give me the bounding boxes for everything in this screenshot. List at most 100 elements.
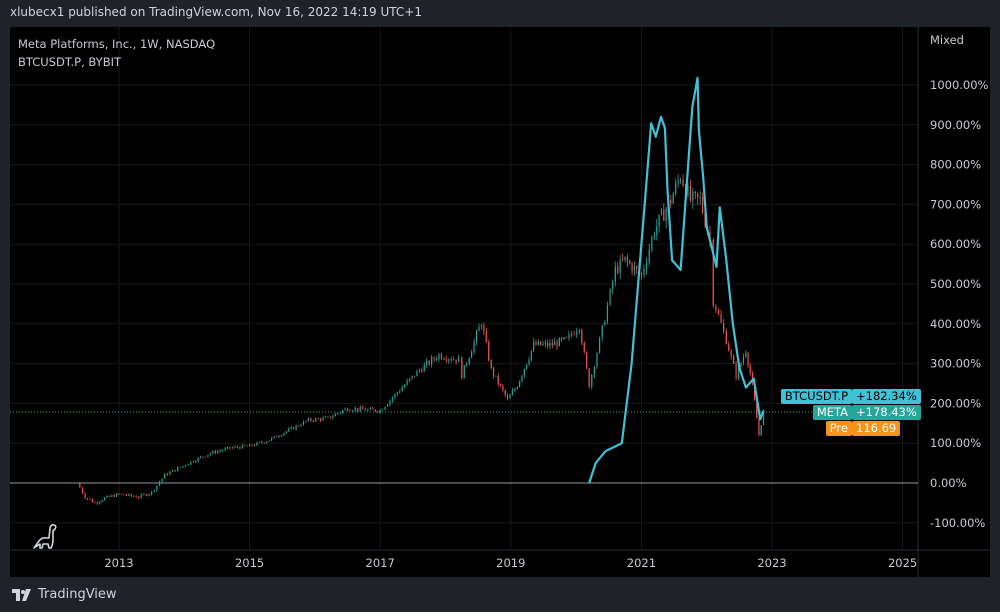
meta-candle xyxy=(190,461,192,465)
meta-candle xyxy=(751,373,754,383)
meta-candle xyxy=(268,440,270,442)
meta-candle xyxy=(614,266,616,282)
meta-candle xyxy=(665,209,667,221)
meta-candle xyxy=(593,366,595,375)
meta-candle xyxy=(86,498,89,500)
legend-meta[interactable]: Meta Platforms, Inc., 1W, NASDAQ xyxy=(18,37,216,51)
meta-candle xyxy=(606,305,609,323)
meta-candle xyxy=(660,209,663,215)
meta-candle xyxy=(369,408,372,410)
meta-candle xyxy=(192,461,194,463)
meta-candle xyxy=(209,453,212,455)
meta-candle xyxy=(275,436,278,438)
meta-candle xyxy=(745,352,747,357)
meta-candle xyxy=(346,408,349,411)
meta-candle xyxy=(406,380,408,385)
meta-candle xyxy=(300,425,302,426)
meta-candle xyxy=(204,456,207,458)
meta-candle xyxy=(169,471,171,475)
meta-candle xyxy=(549,342,551,347)
meta-candle xyxy=(310,418,312,421)
meta-candle xyxy=(84,493,86,499)
meta-candle xyxy=(428,360,430,365)
meta-candle xyxy=(699,196,701,198)
meta-candle xyxy=(504,390,506,396)
meta-candle xyxy=(329,416,332,418)
meta-candle xyxy=(526,364,528,369)
meta-candle xyxy=(256,442,258,446)
btc-name-tag: BTCUSDT.P xyxy=(780,389,852,404)
footer: TradingView xyxy=(12,587,117,602)
meta-candle xyxy=(461,357,463,379)
meta-candle xyxy=(760,425,762,435)
meta-candle xyxy=(357,408,359,411)
scale-mode-label[interactable]: Mixed xyxy=(930,33,964,47)
meta-candle xyxy=(171,470,174,472)
meta-candle xyxy=(502,385,504,391)
meta-candle xyxy=(443,358,445,360)
meta-candle xyxy=(704,212,706,227)
meta-candle xyxy=(273,436,275,439)
meta-candle xyxy=(179,467,181,468)
meta-candle xyxy=(737,366,740,378)
meta-candle xyxy=(185,465,187,467)
meta-candle xyxy=(391,397,394,401)
meta-candle xyxy=(488,342,490,361)
meta-candle xyxy=(540,341,542,346)
meta-candle xyxy=(653,234,656,238)
meta-candle xyxy=(583,343,585,352)
meta-candle xyxy=(712,240,714,306)
meta-candle xyxy=(435,359,438,361)
meta-candle xyxy=(128,494,130,496)
meta-candle xyxy=(523,368,525,376)
meta-candle xyxy=(533,342,535,351)
meta-candle xyxy=(450,359,452,361)
meta-candle xyxy=(609,289,611,306)
meta-candle xyxy=(202,456,204,458)
meta-candle xyxy=(646,262,648,269)
meta-candle xyxy=(675,182,677,194)
meta-candle xyxy=(720,314,722,323)
meta-candle xyxy=(499,383,502,386)
y-tick-label: 200.00% xyxy=(930,396,981,410)
meta-candle xyxy=(359,407,361,411)
meta-candle xyxy=(158,482,161,486)
meta-candle xyxy=(535,342,537,345)
meta-candle xyxy=(207,454,209,457)
y-tick-label: 0.00% xyxy=(930,476,967,490)
meta-candle xyxy=(137,497,140,499)
meta-candle xyxy=(730,350,732,356)
meta-candle xyxy=(558,338,560,347)
meta-candle xyxy=(578,329,580,332)
meta-candle xyxy=(367,409,369,411)
dinosaur-icon[interactable] xyxy=(30,522,60,550)
chart-panel[interactable] xyxy=(10,27,990,577)
y-tick-label: -100.00% xyxy=(930,516,985,530)
meta-candle xyxy=(516,387,518,389)
btc-value-tag: +182.34% xyxy=(852,389,921,404)
meta-candle xyxy=(747,352,749,366)
pre-value-tag: 116.69 xyxy=(852,421,901,436)
meta-candle xyxy=(352,410,354,412)
meta-candle xyxy=(156,485,158,491)
tradingview-brand[interactable]: TradingView xyxy=(38,587,117,602)
meta-candle xyxy=(244,445,246,446)
meta-candle xyxy=(324,416,327,418)
meta-candle xyxy=(200,456,202,458)
meta-candle xyxy=(521,375,523,381)
x-tick-label: 2013 xyxy=(104,556,133,570)
meta-candle xyxy=(104,497,106,501)
meta-candle xyxy=(570,334,573,335)
meta-candle xyxy=(480,325,483,327)
legend-btc[interactable]: BTCUSDT.P, BYBIT xyxy=(18,55,121,69)
meta-candle xyxy=(404,384,406,388)
meta-candle xyxy=(283,433,285,436)
y-tick-label: 1000.00% xyxy=(930,78,989,92)
meta-candle xyxy=(445,359,447,361)
tradingview-logo-icon[interactable] xyxy=(12,588,32,601)
meta-candle xyxy=(354,408,356,411)
meta-candle xyxy=(473,341,475,352)
y-tick-label: 600.00% xyxy=(930,237,981,251)
meta-candle xyxy=(689,185,691,201)
